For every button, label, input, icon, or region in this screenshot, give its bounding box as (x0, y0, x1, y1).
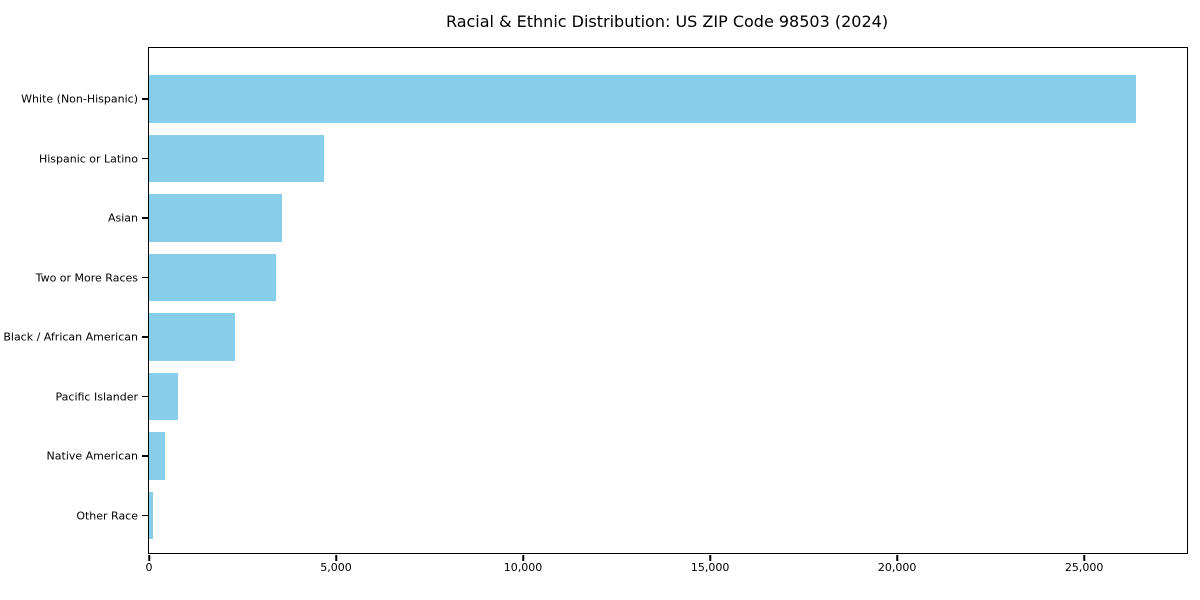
y-tick-native-american (141, 455, 148, 457)
y-tick-two-or-more-races (141, 276, 148, 279)
y-tick-label-asian: Asian (107, 211, 138, 225)
bar-pacific-islander (149, 372, 178, 421)
y-tick-black-african-american (141, 336, 148, 338)
y-tick-other-race (141, 514, 148, 517)
x-tick-label-0: 0 (145, 561, 153, 574)
bar-two-or-more-races (149, 253, 276, 302)
y-tick-label-hispanic-or-latino: Hispanic or Latino (38, 152, 138, 165)
y-tick-label-pacific-islander: Pacific Islander (55, 390, 138, 403)
bar-asian (149, 194, 282, 242)
x-tick-label-20000: 20,000 (877, 561, 917, 574)
y-tick-hispanic-or-latino (141, 157, 148, 160)
y-tick-asian (141, 217, 148, 219)
x-tick-10000 (522, 554, 524, 561)
y-tick-label-other-race: Other Race (76, 509, 138, 522)
bar-hispanic-or-latino (149, 134, 325, 183)
bar-native-american (149, 432, 166, 480)
plot-area: White (Non-Hispanic) Hispanic or Latino As… (3, 47, 1188, 573)
y-tick-white-non-hispanic (141, 98, 148, 100)
x-tick-25000 (1083, 554, 1085, 561)
y-tick-pacific-islander (141, 395, 148, 398)
x-tick-label-5000: 5,000 (320, 561, 352, 574)
x-tick-15000 (709, 554, 711, 561)
x-tick-20000 (896, 554, 898, 561)
y-tick-label-white-non-hispanic: White (Non-Hispanic) (21, 92, 138, 106)
y-tick-label-native-american: Native American (46, 449, 138, 463)
bar-other-race (149, 491, 153, 540)
y-tick-label-two-or-more-races: Two or More Races (35, 271, 138, 284)
chart-title: Racial & Ethnic Distribution: US ZIP Cod… (445, 12, 889, 31)
y-tick-label-black-african-american: Black / African American (3, 330, 138, 344)
bar-white-non-hispanic (149, 75, 1137, 123)
x-tick-0 (148, 554, 150, 561)
x-tick-label-25000: 25,000 (1064, 561, 1104, 574)
x-tick-label-10000: 10,000 (503, 561, 543, 574)
x-tick-label-15000: 15,000 (690, 561, 730, 574)
x-tick-5000 (335, 554, 337, 561)
bar-black-african-american (149, 313, 235, 361)
